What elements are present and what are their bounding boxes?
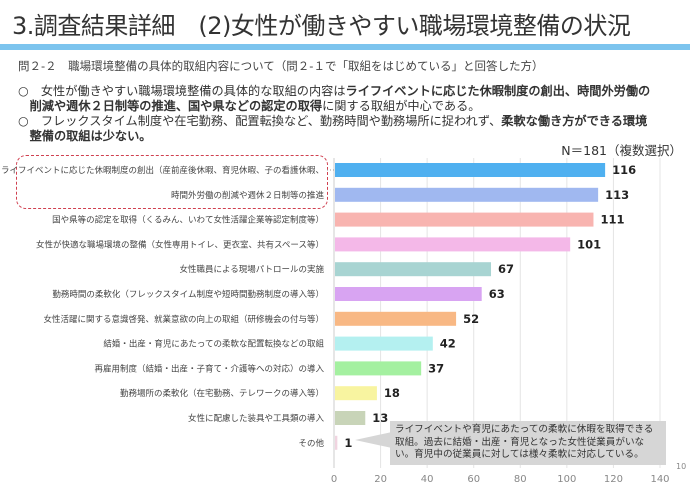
category-label: 勤務時間の柔軟化（フレックスタイム制度や短時間勤務制度の導入等）	[52, 289, 324, 300]
data-label: 1	[344, 436, 352, 450]
title-underline	[0, 44, 690, 50]
bar	[335, 262, 492, 277]
category-label: 国や県等の認定を取得（くるみん、いわて女性活躍企業等認定制度等）	[52, 215, 324, 226]
callout-note: ライフイベントや育児にあたっての柔軟に休暇を取得できる取組。過去に結婚・出産・育…	[390, 421, 666, 465]
data-label: 113	[605, 188, 629, 202]
x-tick-label: 40	[421, 474, 434, 485]
data-label: 116	[612, 163, 636, 177]
question-text: 問２-２ 職場環境整備の具体的取組内容について（問２-１で「取組をはじめている」…	[18, 59, 544, 73]
x-tick-label: 60	[467, 474, 480, 485]
bar	[335, 163, 606, 177]
bar	[335, 386, 377, 401]
data-label: 111	[600, 213, 624, 227]
bar	[335, 187, 599, 202]
bar	[335, 435, 338, 450]
page-number: 10	[676, 462, 687, 471]
sample-note: N＝181（複数選択）	[561, 143, 682, 158]
bar	[335, 287, 482, 301]
category-label: ライフイベントに応じた休暇制度の創出（産前産後休暇、育児休暇、子の看護休暇、	[1, 165, 324, 176]
bar	[335, 411, 366, 425]
data-label: 13	[372, 411, 388, 425]
x-tick-label: 120	[604, 474, 623, 485]
category-label: 時間外労働の削減や週休２日制等の推進	[171, 190, 325, 201]
x-tick-label: 20	[374, 474, 387, 485]
page-title: 3.調査結果詳細 (2)女性が働きやすい職場環境整備の状況	[12, 12, 631, 40]
summary-bullet-2: ○ フレックスタイム制度や在宅勤務、配置転換など、勤務時間や勤務場所に捉われず、…	[18, 114, 648, 143]
highlight-frame	[16, 155, 328, 209]
summary-bullet-1: ○ 女性が働きやすい職場環境整備の具体的な取組の内容はライフイベントに応じた休暇…	[18, 84, 651, 113]
x-tick-label: 0	[331, 474, 337, 485]
category-label: 女性に配慮した装具や工具類の導入	[188, 413, 325, 424]
data-label: 52	[463, 312, 479, 326]
bar	[335, 212, 594, 227]
bar	[335, 336, 433, 351]
category-label: 再雇用制度（結婚・出産・子育て・介護等への対応）の導入	[94, 363, 324, 374]
data-label: 18	[384, 386, 400, 400]
category-label: その他	[298, 438, 324, 449]
x-tick-label: 140	[650, 474, 669, 485]
callout-pointer	[355, 432, 392, 448]
bar	[335, 237, 571, 252]
category-label: 勤務場所の柔軟化（在宅勤務、テレワークの導入等）	[120, 388, 324, 399]
bar	[335, 361, 422, 376]
category-label: 女性職員による現場パトロールの実施	[179, 264, 324, 275]
category-label: 女性活躍に関する意識啓発、就業意欲の向上の取組（研修機会の付与等）	[43, 314, 324, 325]
data-label: 42	[440, 337, 456, 351]
x-tick-label: 100	[557, 474, 576, 485]
bar	[335, 311, 457, 326]
x-tick-label: 80	[514, 474, 527, 485]
data-label: 67	[498, 262, 514, 276]
category-label: 女性が快適な職場環境の整備（女性専用トイレ、更衣室、共有スペース等）	[36, 239, 324, 250]
category-label: 結婚・出産・育児にあたっての柔軟な配置転換などの取組	[103, 339, 324, 350]
data-label: 101	[577, 237, 601, 251]
data-label: 63	[489, 287, 505, 301]
data-label: 37	[428, 361, 444, 375]
